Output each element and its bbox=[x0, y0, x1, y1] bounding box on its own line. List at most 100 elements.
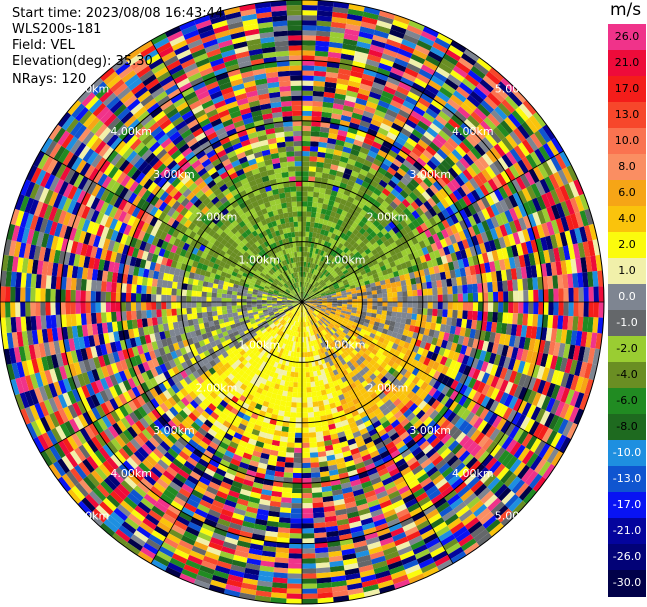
velocity-gate bbox=[387, 415, 397, 425]
velocity-gate bbox=[322, 235, 328, 241]
velocity-gate bbox=[383, 239, 391, 248]
velocity-gate bbox=[458, 197, 468, 209]
velocity-gate bbox=[433, 166, 445, 178]
velocity-gate bbox=[510, 324, 518, 336]
velocity-gate bbox=[332, 11, 348, 19]
velocity-gate bbox=[328, 237, 334, 244]
velocity-gate bbox=[322, 257, 328, 263]
velocity-gate bbox=[317, 202, 323, 209]
velocity-gate bbox=[532, 378, 542, 393]
velocity-gate bbox=[485, 206, 496, 219]
velocity-gate bbox=[318, 319, 324, 325]
velocity-gate bbox=[404, 67, 419, 78]
velocity-gate bbox=[373, 362, 381, 370]
velocity-gate bbox=[357, 295, 363, 300]
velocity-gate bbox=[367, 251, 374, 259]
velocity-gate bbox=[494, 504, 509, 519]
velocity-gate bbox=[384, 278, 391, 285]
velocity-gate bbox=[346, 131, 357, 140]
velocity-gate bbox=[427, 50, 443, 63]
velocity-gate bbox=[555, 261, 563, 276]
velocity-gate bbox=[364, 188, 374, 197]
velocity-gate bbox=[281, 497, 292, 504]
velocity-gate bbox=[302, 130, 311, 137]
velocity-gate bbox=[329, 312, 335, 317]
velocity-gate bbox=[501, 344, 509, 357]
velocity-gate bbox=[411, 376, 421, 385]
velocity-gate bbox=[598, 302, 604, 318]
velocity-gate bbox=[311, 303, 317, 305]
velocity-gate bbox=[530, 326, 538, 339]
velocity-gate bbox=[416, 73, 431, 85]
velocity-gate bbox=[395, 154, 406, 164]
velocity-gate bbox=[387, 166, 397, 176]
velocity-gate bbox=[502, 312, 509, 324]
velocity-gate bbox=[322, 275, 327, 281]
velocity-gate bbox=[438, 264, 445, 273]
velocity-gate bbox=[452, 334, 460, 344]
velocity-gate bbox=[550, 189, 561, 205]
velocity-gate bbox=[320, 256, 325, 262]
velocity-gate bbox=[337, 328, 343, 334]
velocity-gate bbox=[376, 372, 385, 381]
velocity-gate bbox=[393, 14, 411, 25]
velocity-gate bbox=[325, 291, 331, 295]
velocity-gate bbox=[302, 367, 306, 373]
velocity-gate bbox=[483, 241, 492, 253]
velocity-gate bbox=[400, 127, 412, 138]
velocity-gate bbox=[288, 563, 302, 569]
velocity-gate bbox=[512, 398, 523, 412]
velocity-gate bbox=[322, 323, 327, 329]
velocity-gate bbox=[455, 160, 467, 173]
velocity-gate bbox=[390, 282, 397, 288]
velocity-gate bbox=[327, 298, 333, 301]
velocity-gate bbox=[528, 302, 534, 315]
velocity-gate bbox=[538, 145, 551, 162]
velocity-gate bbox=[460, 469, 473, 482]
velocity-gate bbox=[302, 166, 310, 172]
velocity-gate bbox=[399, 219, 408, 228]
velocity-gate bbox=[440, 447, 452, 460]
velocity-gate bbox=[302, 588, 318, 594]
velocity-gate bbox=[411, 228, 420, 237]
velocity-gate bbox=[405, 260, 413, 268]
velocity-gate bbox=[565, 373, 575, 390]
velocity-gate bbox=[416, 378, 425, 388]
velocity-gate bbox=[306, 267, 310, 273]
velocity-gate bbox=[371, 141, 382, 150]
velocity-gate bbox=[544, 412, 555, 428]
velocity-gate bbox=[579, 361, 588, 378]
velocity-gate bbox=[584, 378, 594, 396]
velocity-gate bbox=[325, 319, 331, 325]
velocity-gate bbox=[552, 275, 559, 289]
velocity-gate bbox=[530, 455, 543, 471]
velocity-gate bbox=[477, 311, 483, 321]
velocity-gate bbox=[456, 126, 470, 139]
velocity-gate bbox=[431, 337, 439, 346]
velocity-gate bbox=[489, 130, 502, 144]
velocity-gate bbox=[302, 382, 307, 388]
velocity-gate bbox=[522, 488, 537, 505]
velocity-gate bbox=[322, 106, 333, 114]
velocity-gate bbox=[363, 264, 370, 270]
velocity-gate bbox=[546, 140, 560, 156]
velocity-gate bbox=[315, 308, 321, 312]
velocity-gate bbox=[294, 442, 302, 448]
velocity-gate bbox=[460, 249, 468, 259]
velocity-gate bbox=[331, 319, 337, 324]
velocity-gate bbox=[579, 377, 589, 394]
velocity-gate bbox=[316, 15, 332, 22]
velocity-gate bbox=[467, 226, 476, 238]
velocity-gate bbox=[309, 146, 319, 152]
velocity-gate bbox=[554, 434, 567, 451]
velocity-gate bbox=[407, 296, 413, 302]
velocity-gate bbox=[285, 452, 295, 458]
velocity-gate bbox=[331, 280, 337, 285]
velocity-gate bbox=[359, 317, 366, 323]
velocity-gate bbox=[322, 167, 331, 174]
velocity-gate bbox=[430, 352, 439, 362]
velocity-gate bbox=[305, 305, 309, 310]
velocity-gate bbox=[574, 195, 585, 212]
velocity-gate bbox=[524, 418, 536, 433]
velocity-gate bbox=[294, 432, 302, 438]
